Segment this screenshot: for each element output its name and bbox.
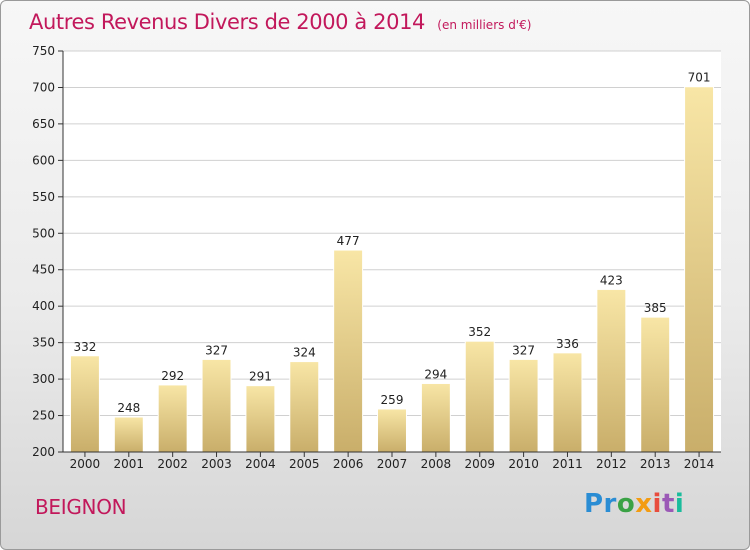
x-tick-label-2001: 2001 — [114, 457, 145, 471]
data-label-2001: 248 — [117, 401, 140, 415]
y-tick-label: 750 — [32, 44, 55, 58]
x-tick-label-2014: 2014 — [684, 457, 715, 471]
y-tick-label: 350 — [32, 336, 55, 350]
data-label-2003: 327 — [205, 343, 228, 357]
data-label-2012: 423 — [600, 273, 623, 287]
y-tick-label: 250 — [32, 409, 55, 423]
bar-2011 — [552, 352, 583, 453]
data-label-2009: 352 — [468, 325, 491, 339]
logo-part-6: i — [674, 489, 685, 519]
x-tick-label-2010: 2010 — [508, 457, 539, 471]
bar-2004 — [245, 385, 276, 453]
chart-unit-text: (en milliers d'€) — [437, 18, 532, 32]
x-tick-label-2000: 2000 — [70, 457, 101, 471]
logo-part-4: i — [652, 489, 662, 519]
data-label-2007: 259 — [381, 393, 404, 407]
x-tick-label-2013: 2013 — [640, 457, 671, 471]
logo-part-3: x — [635, 489, 653, 519]
bar-2009 — [464, 340, 495, 453]
data-label-2013: 385 — [644, 301, 667, 315]
x-tick-label-2006: 2006 — [333, 457, 364, 471]
bar-2002 — [157, 384, 188, 453]
bar-2001 — [113, 416, 144, 453]
y-tick-label: 500 — [32, 226, 55, 240]
bar-2003 — [201, 358, 232, 453]
bar-2005 — [289, 361, 320, 453]
bar-2000 — [69, 355, 100, 453]
data-label-2004: 291 — [249, 370, 272, 384]
bar-2010 — [508, 358, 539, 453]
bar-2014 — [684, 86, 715, 453]
y-tick-label: 450 — [32, 263, 55, 277]
y-tick-label: 650 — [32, 117, 55, 131]
x-tick-label-2003: 2003 — [201, 457, 232, 471]
data-label-2000: 332 — [73, 340, 96, 354]
x-tick-label-2002: 2002 — [157, 457, 188, 471]
chart-title-text: Autres Revenus Divers de 2000 à 2014 — [29, 10, 426, 34]
bar-2013 — [640, 316, 671, 453]
x-tick-label-2012: 2012 — [596, 457, 627, 471]
bar-2006 — [333, 249, 364, 453]
y-tick-label: 550 — [32, 190, 55, 204]
logo-part-2: o — [616, 489, 636, 519]
y-tick-label: 400 — [32, 299, 55, 313]
logo-part-1: Pr — [584, 489, 617, 519]
x-tick-label-2009: 2009 — [464, 457, 495, 471]
town-name: BEIGNON — [35, 495, 127, 519]
data-label-2005: 324 — [293, 346, 316, 360]
bar-2012 — [596, 288, 627, 453]
data-label-2010: 327 — [512, 343, 535, 357]
logo-part-5: t — [661, 489, 675, 519]
chart-title: Autres Revenus Divers de 2000 à 2014 (en… — [29, 10, 531, 34]
y-tick-label: 200 — [32, 445, 55, 459]
data-label-2008: 294 — [424, 367, 447, 381]
data-label-2002: 292 — [161, 369, 184, 383]
proxiti-logo: Proxiti — [584, 489, 684, 519]
y-tick-label: 600 — [32, 153, 55, 167]
bar-2007 — [377, 408, 407, 453]
y-tick-label: 300 — [32, 372, 55, 386]
data-label-2014: 701 — [688, 71, 711, 85]
x-tick-label-2011: 2011 — [552, 457, 583, 471]
data-label-2006: 477 — [337, 234, 360, 248]
y-tick-label: 700 — [32, 80, 55, 94]
x-tick-label-2004: 2004 — [245, 457, 276, 471]
x-tick-label-2005: 2005 — [289, 457, 320, 471]
bar-2008 — [420, 382, 451, 453]
x-tick-label-2008: 2008 — [421, 457, 452, 471]
x-tick-label-2007: 2007 — [377, 457, 408, 471]
data-label-2011: 336 — [556, 337, 579, 351]
